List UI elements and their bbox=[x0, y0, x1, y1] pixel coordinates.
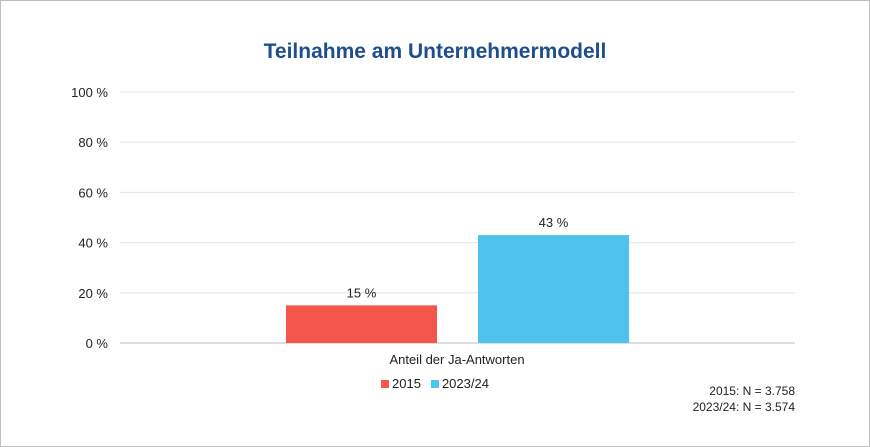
legend-item-2023-24: 2023/24 bbox=[430, 376, 489, 391]
legend: 2015 2023/24 bbox=[0, 376, 870, 391]
data-labels: 15 % 43 % bbox=[347, 215, 569, 300]
y-axis-ticks: 0 % 20 % 40 % 60 % 80 % 100 % bbox=[71, 85, 108, 351]
y-tick-label: 40 % bbox=[78, 236, 108, 251]
y-tick-label: 0 % bbox=[86, 336, 109, 351]
y-tick-label: 60 % bbox=[78, 185, 108, 200]
bar-2015 bbox=[286, 305, 437, 343]
legend-label-2023-24: 2023/24 bbox=[441, 376, 489, 391]
chart-title: Teilnahme am Unternehmermodell bbox=[263, 40, 607, 63]
x-category-label: Anteil der Ja-Antworten bbox=[389, 352, 524, 367]
y-tick-label: 100 % bbox=[71, 85, 108, 100]
x-axis-categories: Anteil der Ja-Antworten bbox=[389, 352, 524, 367]
data-label: 15 % bbox=[347, 285, 377, 300]
note-2015: 2015: N = 3.758 bbox=[709, 384, 795, 398]
bar-2023-24 bbox=[478, 235, 629, 343]
bars bbox=[286, 235, 629, 343]
data-label: 43 % bbox=[539, 215, 569, 230]
y-tick-label: 20 % bbox=[78, 286, 108, 301]
note-2023-24: 2023/24: N = 3.574 bbox=[692, 400, 795, 414]
legend-swatch-2015 bbox=[381, 379, 390, 388]
gridlines bbox=[120, 91, 795, 344]
sample-size-notes: 2015: N = 3.758 2023/24: N = 3.574 bbox=[693, 383, 795, 415]
legend-item-2015: 2015 bbox=[381, 376, 421, 391]
y-tick-label: 80 % bbox=[78, 135, 108, 150]
legend-swatch-2023-24 bbox=[430, 379, 439, 388]
legend-label-2015: 2015 bbox=[392, 376, 421, 391]
